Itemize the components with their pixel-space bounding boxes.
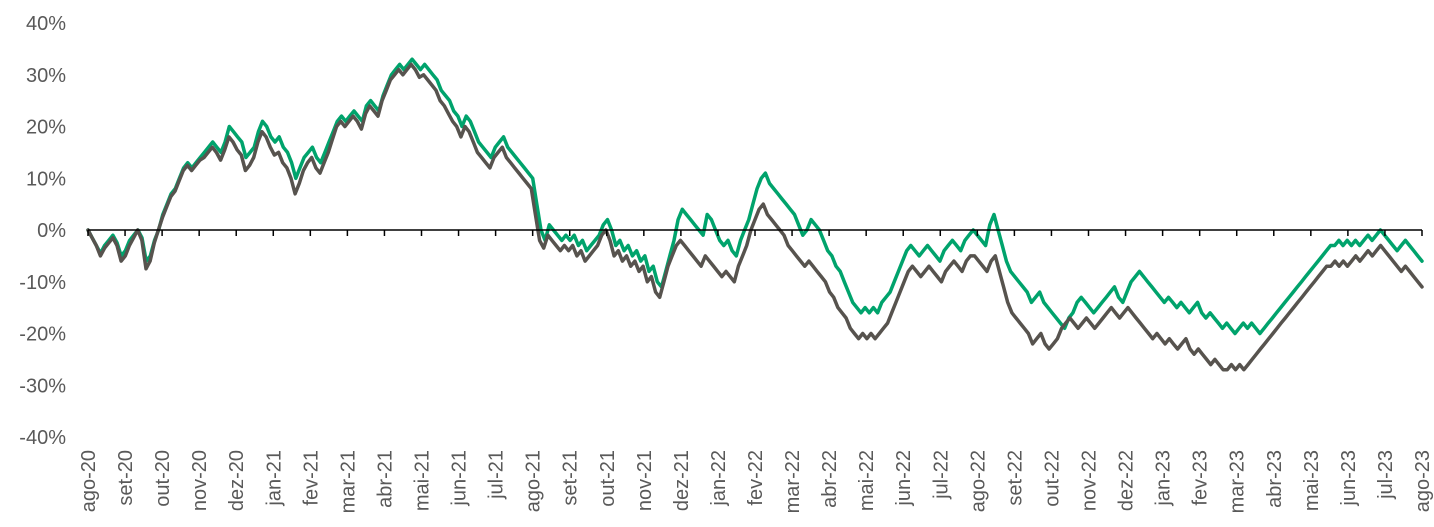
- x-tick-label: set-20: [115, 450, 137, 506]
- x-tick-label: nov-22: [1079, 450, 1101, 511]
- x-tick-label: jul-21: [486, 450, 508, 500]
- x-tick-label: nov-20: [189, 450, 211, 511]
- y-tick-label: 40%: [26, 13, 66, 35]
- x-tick-label: jul-22: [930, 450, 952, 500]
- x-tick-label: abr-21: [374, 450, 396, 508]
- y-tick-label: -10%: [19, 272, 66, 294]
- x-tick-label: mai-22: [856, 450, 878, 511]
- y-tick-label: -40%: [19, 427, 66, 449]
- x-tick-label: jun-21: [449, 450, 471, 507]
- x-tick-label: out-22: [1041, 450, 1063, 507]
- x-tick-label: ago-23: [1412, 450, 1434, 512]
- y-axis-labels: 40% 30% 20% 10% 0% -10% -20% -30% -40%: [19, 13, 66, 449]
- x-tick-label: fev-21: [300, 450, 322, 506]
- y-tick-label: 30%: [26, 65, 66, 87]
- x-tick-label: ago-21: [523, 450, 545, 512]
- x-tick-label: dez-20: [226, 450, 248, 511]
- x-tick-label: fev-22: [745, 450, 767, 506]
- x-tick-label: jun-22: [893, 450, 915, 507]
- x-tick-label: jun-23: [1338, 450, 1360, 507]
- x-tick-label: jul-23: [1375, 450, 1397, 500]
- x-tick-label: fev-23: [1190, 450, 1212, 506]
- x-tick-label: mai-23: [1301, 450, 1323, 511]
- series-lines: [86, 57, 1424, 372]
- y-tick-label: -20%: [19, 324, 66, 346]
- x-tick-label: jan-23: [1153, 450, 1175, 507]
- x-tick-label: abr-23: [1264, 450, 1286, 508]
- x-tick-label: set-22: [1004, 450, 1026, 506]
- x-axis: [87, 229, 1423, 236]
- x-tick-label: nov-21: [634, 450, 656, 511]
- x-tick-label: abr-22: [819, 450, 841, 508]
- x-tick-label: set-21: [560, 450, 582, 506]
- x-tick-label: out-21: [597, 450, 619, 507]
- x-tick-label: jan-21: [263, 450, 285, 507]
- x-tick-label: dez-21: [671, 450, 693, 511]
- series-line-2: [86, 62, 1424, 372]
- x-tick-label: mar-22: [782, 450, 804, 513]
- x-tick-label: ago-20: [78, 450, 100, 512]
- y-tick-label: 20%: [26, 117, 66, 139]
- x-tick-label: mar-21: [337, 450, 359, 513]
- x-tick-label: ago-22: [967, 450, 989, 512]
- y-tick-label: -30%: [19, 375, 66, 397]
- series-line-1: [86, 57, 1424, 336]
- x-axis-labels: ago-20 set-20 out-20 nov-20 dez-20 jan-21 fev-…: [78, 450, 1434, 513]
- x-tick-label: mai-21: [412, 450, 434, 511]
- y-tick-label: 0%: [37, 220, 66, 242]
- x-tick-label: jan-22: [708, 450, 730, 507]
- x-tick-label: mar-23: [1227, 450, 1249, 513]
- y-tick-label: 10%: [26, 168, 66, 190]
- x-tick-label: dez-22: [1116, 450, 1138, 511]
- x-tick-label: out-20: [152, 450, 174, 507]
